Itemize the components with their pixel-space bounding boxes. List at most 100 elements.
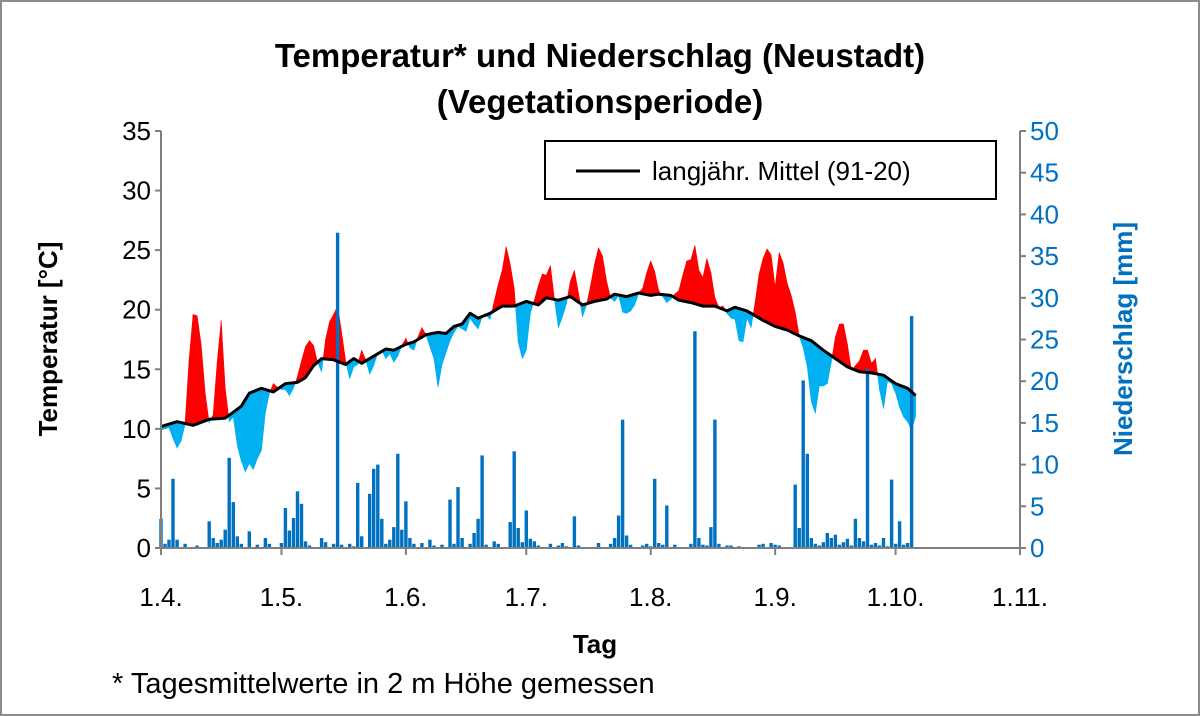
precipitation-bar bbox=[612, 538, 617, 548]
cold-anomaly-area bbox=[241, 398, 246, 472]
long-term-mean-line bbox=[160, 291, 917, 428]
precipitation-bar bbox=[849, 545, 854, 548]
cold-anomaly-area bbox=[525, 300, 531, 351]
precipitation-bar bbox=[837, 544, 842, 548]
warm-anomaly-area bbox=[341, 332, 346, 365]
warm-anomaly-area bbox=[574, 270, 579, 303]
warm-anomaly-area bbox=[598, 247, 603, 301]
precipitation-bar bbox=[175, 539, 179, 548]
cold-anomaly-area bbox=[903, 386, 908, 423]
precipitation-bar bbox=[239, 543, 243, 548]
warm-anomaly-area bbox=[778, 252, 784, 330]
warm-anomaly-area bbox=[329, 313, 334, 361]
warm-anomaly-area bbox=[192, 314, 198, 426]
warm-anomaly-area bbox=[859, 350, 864, 373]
precipitation-bar bbox=[869, 544, 874, 548]
warm-anomaly-area bbox=[509, 264, 515, 307]
cold-anomaly-area bbox=[558, 298, 563, 328]
cold-anomaly-area bbox=[814, 343, 820, 414]
warm-anomaly-area bbox=[602, 256, 607, 301]
precipitation-bar bbox=[725, 545, 729, 548]
precipitation-bar bbox=[673, 544, 677, 548]
precipitation-bar bbox=[448, 499, 452, 548]
cold-anomaly-area bbox=[622, 295, 627, 314]
precipitation-bar bbox=[620, 419, 625, 548]
y-tick-label: 5 bbox=[137, 473, 151, 503]
cold-anomaly-area bbox=[233, 408, 238, 446]
precipitation-bar bbox=[877, 545, 882, 548]
precipitation-bar bbox=[825, 533, 829, 548]
warm-anomaly-area bbox=[497, 270, 503, 310]
precipitation-bar bbox=[348, 543, 352, 548]
precipitation-bar bbox=[572, 516, 577, 548]
warm-anomaly-area bbox=[204, 393, 210, 422]
cold-anomaly-area bbox=[289, 382, 294, 397]
warm-anomaly-area bbox=[843, 323, 848, 368]
chart-title-line-2: (Vegetationsperiode) bbox=[437, 83, 763, 120]
warm-anomaly-area bbox=[322, 339, 326, 360]
warm-anomaly-area bbox=[835, 323, 840, 362]
precipitation-bar bbox=[576, 545, 581, 548]
x-tick-label: 1.7. bbox=[505, 582, 548, 612]
precipitation-bar bbox=[400, 529, 404, 548]
precipitation-bar bbox=[657, 543, 661, 548]
precipitation-bar bbox=[468, 543, 472, 548]
legend: langjähr. Mittel (91-20) bbox=[544, 140, 997, 200]
cold-anomaly-area bbox=[176, 421, 182, 450]
precipitation-bar bbox=[331, 543, 336, 548]
y-tick-label: 20 bbox=[122, 295, 151, 325]
precipitation-bar bbox=[211, 538, 215, 548]
precipitation-bar bbox=[303, 541, 308, 548]
cold-anomaly-area bbox=[734, 306, 740, 341]
precipitation-bar bbox=[693, 331, 697, 548]
precipitation-bar bbox=[616, 515, 621, 548]
precipitation-bar bbox=[231, 502, 235, 548]
cold-anomaly-area bbox=[818, 346, 824, 387]
warm-anomaly-area bbox=[794, 312, 800, 337]
x-tick-label: 1.11. bbox=[992, 582, 1048, 612]
warm-anomaly-area bbox=[682, 260, 688, 303]
precipitation-bar bbox=[665, 505, 669, 548]
precipitation-bar bbox=[548, 543, 553, 548]
precipitation-bar bbox=[492, 541, 496, 548]
precipitation-bar bbox=[472, 533, 476, 548]
precipitation-bar bbox=[339, 544, 344, 548]
warm-anomaly-area bbox=[646, 260, 652, 296]
precipitation-bar bbox=[307, 545, 312, 548]
precipitation-bar bbox=[396, 453, 400, 548]
warm-anomaly-area bbox=[762, 248, 768, 323]
precipitation-bar bbox=[793, 484, 797, 548]
cold-anomaly-area bbox=[883, 374, 888, 409]
precipitation-bar bbox=[905, 543, 910, 548]
precipitation-bar bbox=[833, 534, 838, 548]
precipitation-bar bbox=[456, 487, 460, 548]
precipitation-bar bbox=[263, 538, 268, 548]
warm-anomaly-area bbox=[698, 269, 704, 307]
precipitation-bar bbox=[432, 545, 436, 548]
precipitation-bar bbox=[163, 543, 167, 548]
precipitation-bar bbox=[717, 543, 721, 548]
precipitation-bar bbox=[845, 538, 850, 548]
warm-anomaly-area bbox=[678, 275, 684, 302]
precipitation-bar bbox=[853, 518, 858, 548]
precipitation-bar bbox=[404, 501, 408, 548]
precipitation-bar bbox=[227, 457, 231, 548]
precipitation-bar bbox=[889, 479, 894, 548]
warm-anomaly-area bbox=[493, 284, 499, 312]
warm-anomaly-area bbox=[212, 362, 218, 420]
precipitation-bar bbox=[813, 543, 817, 548]
x-tick-label: 1.10. bbox=[867, 582, 925, 612]
warm-anomaly-area bbox=[224, 388, 229, 419]
precipitation-bar bbox=[689, 543, 693, 548]
cold-anomaly-area bbox=[245, 392, 250, 472]
cold-anomaly-area bbox=[826, 352, 832, 384]
precipitation-bar bbox=[392, 527, 396, 548]
chart-title-line-1: Temperatur* und Niederschlag (Neustadt) bbox=[275, 37, 925, 74]
x-tick-label: 1.5. bbox=[260, 582, 303, 612]
warm-anomaly-area bbox=[871, 357, 876, 375]
precipitation-bar bbox=[372, 468, 376, 548]
cold-anomaly-area bbox=[437, 332, 443, 388]
warm-anomaly-area bbox=[196, 315, 202, 425]
warm-anomaly-area bbox=[501, 246, 507, 307]
warm-anomaly-area bbox=[590, 264, 595, 304]
